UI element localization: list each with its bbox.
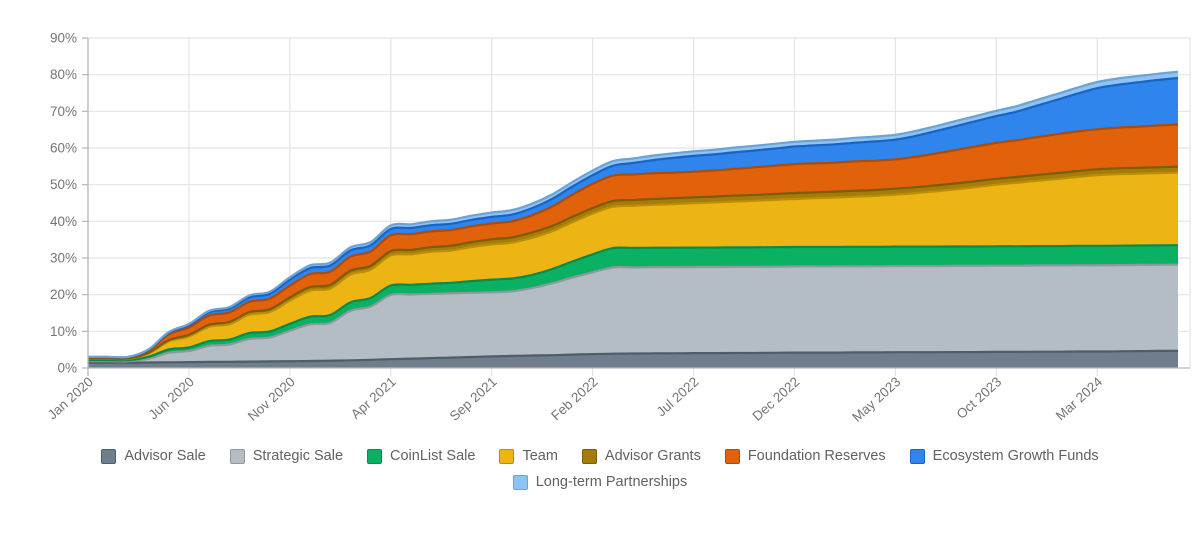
legend-swatch-icon	[512, 474, 528, 490]
legend-swatch-icon	[499, 448, 515, 464]
y-tick-label: 30%	[50, 251, 77, 266]
chart-legend: Advisor Sale Strategic Sale CoinList Sale T…	[0, 448, 1200, 490]
y-tick-label: 0%	[57, 361, 77, 376]
y-tick-label: 50%	[50, 177, 77, 192]
legend-label: Advisor Sale	[124, 448, 206, 464]
area-edge-foundation-reserves	[88, 123, 1179, 360]
x-tick-label: Jun 2020	[146, 374, 197, 422]
legend-swatch-icon	[101, 448, 117, 464]
area-edge-advisor-grants	[88, 165, 1179, 360]
area-edge-strategic-sale	[87, 263, 1179, 363]
legend-item-foundation-reserves[interactable]: Foundation Reserves	[724, 448, 886, 464]
y-tick-label: 90%	[50, 31, 77, 46]
legend-row: Advisor Sale Strategic Sale CoinList Sale T…	[89, 448, 1110, 464]
legend-label: Long-term Partnerships	[535, 474, 688, 490]
legend-item-advisor-grants[interactable]: Advisor Grants	[581, 448, 701, 464]
x-tick-label: Jul 2022	[654, 374, 702, 419]
legend-item-strategic-sale[interactable]: Strategic Sale	[229, 448, 344, 464]
area-edge-team	[87, 171, 1179, 361]
x-tick-label: Feb 2022	[548, 374, 600, 423]
y-axis-tick-labels: 0% 10% 20% 30% 40% 50% 60% 70% 80% 90%	[50, 31, 77, 376]
y-tick-label: 10%	[50, 324, 77, 339]
area-team	[88, 172, 1178, 361]
y-tick-label: 70%	[50, 104, 77, 119]
area-edge-coinlist-sale	[88, 244, 1179, 362]
legend-row: Long-term Partnerships	[501, 474, 700, 490]
x-tick-label: Oct 2023	[954, 374, 1005, 422]
y-tick-label: 40%	[50, 214, 77, 229]
x-tick-label: Apr 2021	[348, 374, 399, 422]
area-strategic-sale	[88, 264, 1178, 363]
x-tick-label: Dec 2022	[750, 374, 803, 424]
axis-layer	[82, 37, 1190, 376]
legend-swatch-icon	[367, 448, 383, 464]
legend-label: Team	[522, 448, 558, 464]
legend-label: CoinList Sale	[390, 448, 476, 464]
legend-item-coinlist-sale[interactable]: CoinList Sale	[367, 448, 475, 464]
area-advisor-sale	[88, 350, 1178, 368]
area-edge-ecosystem-growth-funds	[88, 76, 1179, 359]
area-series-layer	[87, 70, 1179, 368]
y-tick-label: 60%	[50, 141, 77, 156]
x-tick-label: May 2023	[849, 374, 903, 425]
x-tick-label: Jan 2020	[45, 374, 96, 422]
area-ecosystem-growth-funds	[88, 78, 1178, 358]
area-edge-long-term-partnerships	[88, 70, 1179, 359]
legend-swatch-icon	[581, 448, 597, 464]
unlock-area-chart: 0% 10% 20% 30% 40% 50% 60% 70% 80% 90% Jan 2020 Ju…	[45, 31, 1191, 425]
x-tick-label: Sep 2021	[447, 374, 500, 424]
legend-label: Advisor Grants	[604, 448, 701, 464]
area-edge-advisor-sale	[88, 349, 1179, 364]
legend-item-team[interactable]: Team	[499, 448, 558, 464]
y-tick-label: 20%	[50, 287, 77, 302]
x-tick-label: Mar 2024	[1053, 374, 1106, 424]
legend-item-advisor-sale[interactable]: Advisor Sale	[101, 448, 206, 464]
legend-swatch-icon	[229, 448, 245, 464]
legend-item-long-term-partnerships[interactable]: Long-term Partnerships	[512, 474, 688, 490]
legend-item-ecosystem-growth-funds[interactable]: Ecosystem Growth Funds	[909, 448, 1099, 464]
area-coinlist-sale	[88, 245, 1178, 362]
x-axis-tick-labels: Jan 2020 Jun 2020 Nov 2020 Apr 2021 Sep 2021…	[45, 374, 1106, 425]
x-tick-label: Nov 2020	[245, 374, 298, 424]
legend-label: Strategic Sale	[252, 448, 344, 464]
legend-label: Ecosystem Growth Funds	[932, 448, 1099, 464]
legend-label: Foundation Reserves	[747, 448, 886, 464]
legend-swatch-icon	[724, 448, 740, 464]
area-foundation-reserves	[88, 124, 1178, 359]
legend-swatch-icon	[909, 448, 925, 464]
y-tick-label: 80%	[50, 67, 77, 82]
